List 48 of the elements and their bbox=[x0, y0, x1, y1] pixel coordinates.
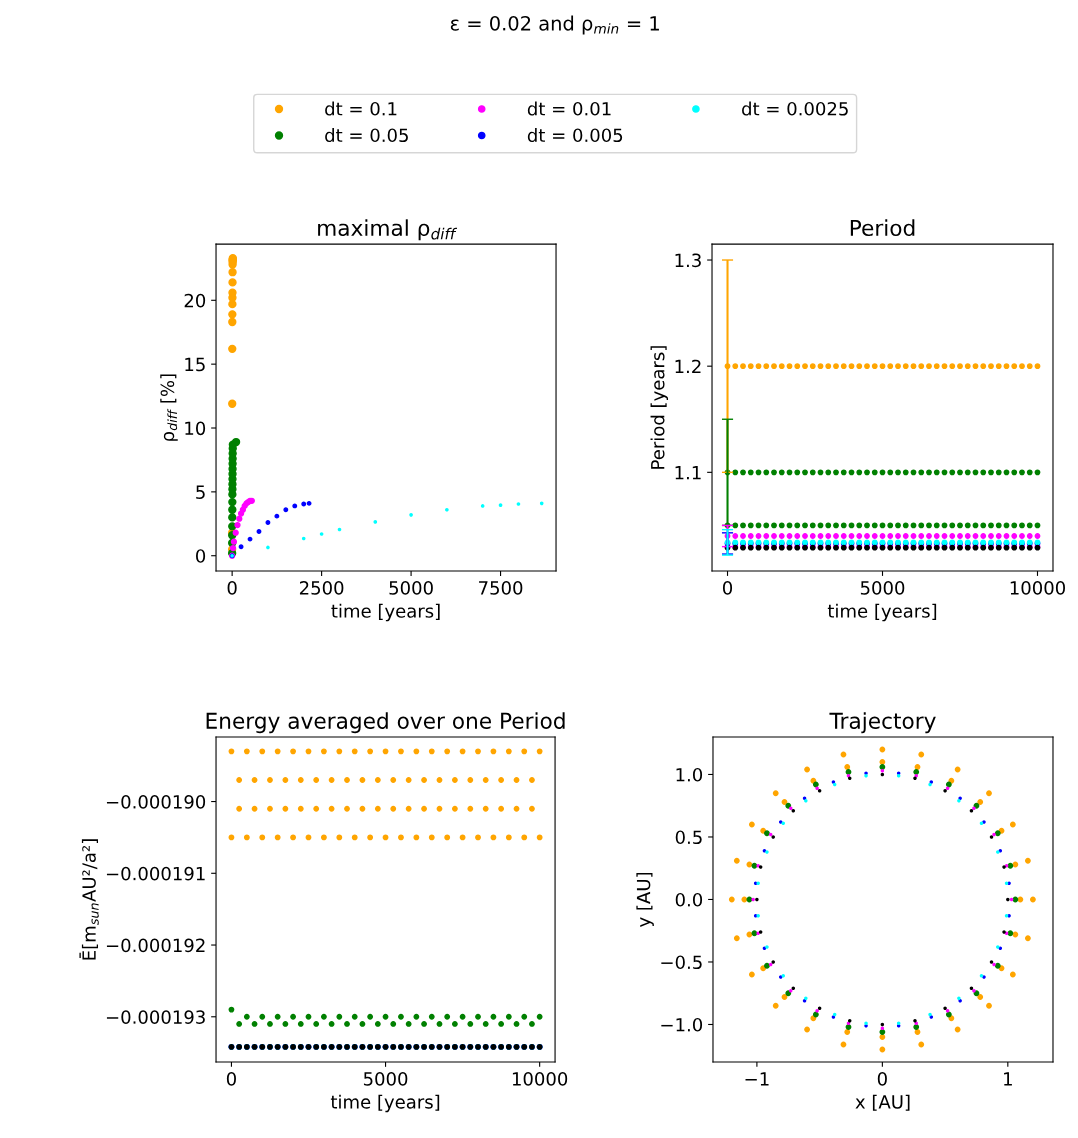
x-tick-label: 0 bbox=[877, 1072, 887, 1086]
x-tick-label: 0 bbox=[227, 581, 237, 595]
chart-title: Period bbox=[850, 219, 915, 237]
x-tick-label: 5000 bbox=[860, 581, 905, 595]
text: ε = 0.02 and ρ$_{min}$ = 1 bbox=[450, 15, 659, 35]
x-tick-label: 5000 bbox=[363, 1072, 408, 1086]
y-tick-label: −0.000190 bbox=[106, 795, 206, 809]
y-tick-label: −0.5 bbox=[661, 955, 702, 970]
x-axis-title: time [years] bbox=[827, 603, 937, 622]
y-tick-label: 20 bbox=[184, 293, 206, 308]
legend-label: dt = 0.05 bbox=[325, 128, 408, 143]
legend-label: dt = 0.01 bbox=[527, 101, 611, 116]
y-tick-label: 10 bbox=[185, 421, 206, 436]
legend-label: dt = 0.1 bbox=[325, 101, 397, 116]
y-tick-label: −0.000191 bbox=[106, 866, 205, 881]
chart-title: Trajectory bbox=[829, 712, 936, 734]
y-axis-title: ρ$_{diff}$ [%] bbox=[160, 374, 178, 441]
x-tick-label: 10000 bbox=[1010, 581, 1066, 595]
y-tick-label: −1.0 bbox=[661, 1017, 703, 1032]
x-tick-label: 0 bbox=[226, 1072, 236, 1086]
x-tick-label: 10000 bbox=[512, 1072, 568, 1086]
y-tick-label: 5 bbox=[196, 485, 205, 499]
x-tick-label: 1 bbox=[1004, 1072, 1012, 1086]
y-tick-label: 1.3 bbox=[675, 253, 701, 268]
y-tick-label: 15 bbox=[185, 357, 205, 372]
y-tick-label: 1.1 bbox=[675, 466, 701, 480]
x-tick-label: 0 bbox=[722, 581, 733, 595]
x-axis-title: time [years] bbox=[331, 603, 440, 622]
y-tick-label: 0 bbox=[196, 549, 206, 563]
y-tick-label: −0.000192 bbox=[106, 938, 205, 953]
x-axis-title: x [AU] bbox=[855, 1094, 910, 1111]
x-tick-label: −1 bbox=[745, 1072, 769, 1086]
chart-title: Energy averaged over one Period bbox=[206, 712, 565, 734]
x-tick-label: 5000 bbox=[389, 581, 433, 595]
y-tick-label: 1.0 bbox=[676, 767, 703, 782]
y-tick-label: 1.2 bbox=[675, 359, 701, 374]
x-tick-label: 2500 bbox=[299, 581, 344, 595]
y-axis-title: y [AU] bbox=[636, 872, 654, 927]
legend-label: dt = 0.0025 bbox=[742, 101, 848, 116]
y-tick-label: 0.0 bbox=[675, 892, 703, 907]
chart-title: maximal ρ$_{diff}$ bbox=[318, 219, 458, 241]
y-tick-label: 0.5 bbox=[675, 830, 702, 845]
x-axis-title: time [years] bbox=[330, 1094, 440, 1113]
y-tick-label: −0.000193 bbox=[106, 1010, 205, 1024]
legend-label: dt = 0.005 bbox=[527, 128, 623, 143]
x-tick-label: 7500 bbox=[479, 581, 523, 595]
y-axis-title: Ē[m$_{sun}$AU²/a²] bbox=[79, 839, 99, 960]
y-axis-title: Period [years] bbox=[650, 346, 669, 469]
